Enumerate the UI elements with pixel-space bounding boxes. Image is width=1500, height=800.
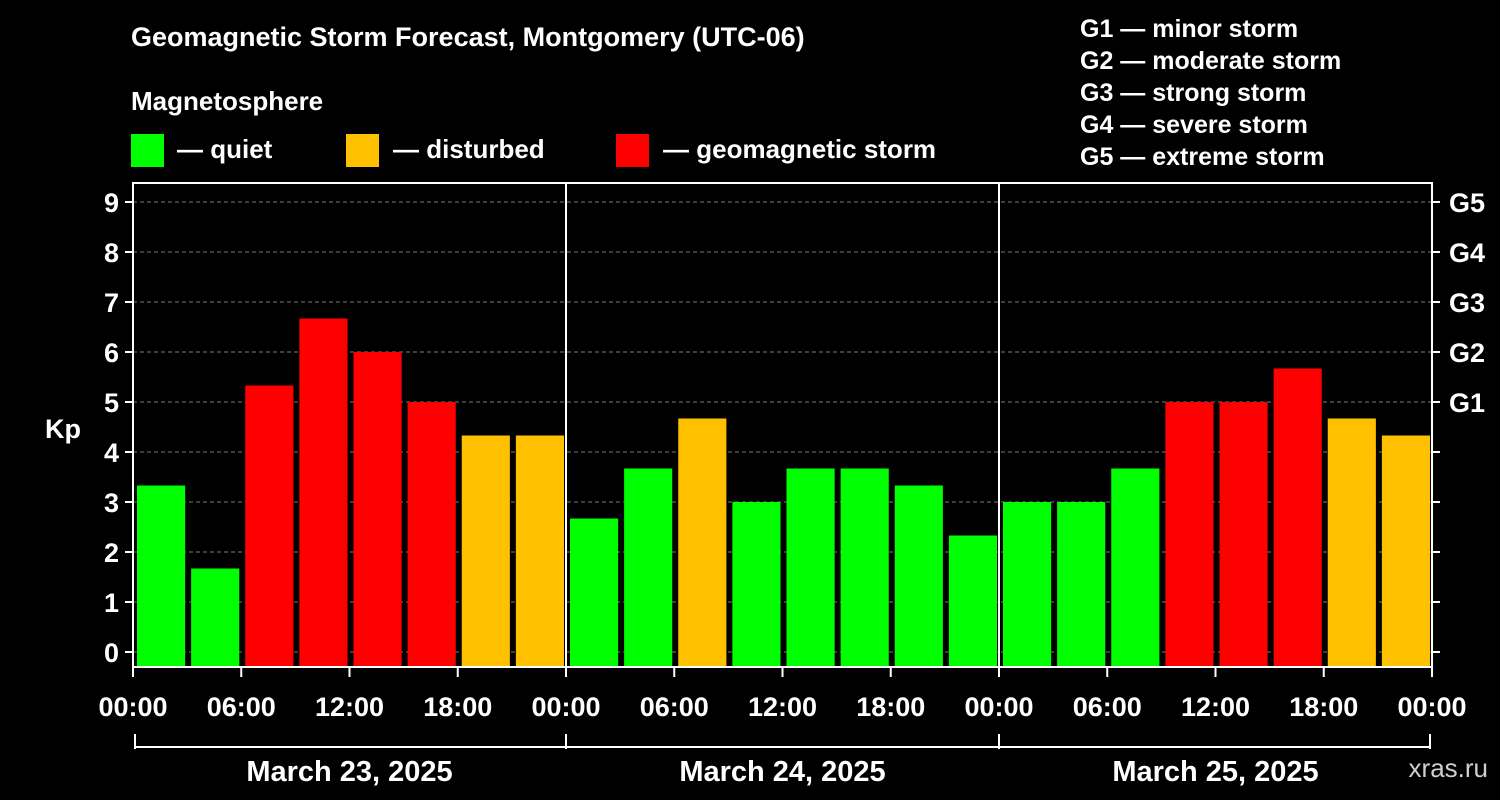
g-level-5: G5 — extreme storm [1080, 143, 1325, 171]
y-tick-label: 6 [104, 338, 119, 368]
g-level-2: G2 — moderate storm [1080, 47, 1342, 75]
x-tick-label: 00:00 [1397, 692, 1466, 722]
legend-label-storm: — geomagnetic storm [663, 134, 937, 164]
legend-swatch-disturbed [346, 134, 379, 167]
kp-bar [1381, 435, 1430, 667]
kp-bar [191, 568, 240, 667]
kp-bar [624, 468, 673, 667]
x-tick-label: 12:00 [315, 692, 384, 722]
kp-bar [1327, 418, 1376, 667]
x-tick-label: 12:00 [748, 692, 817, 722]
kp-bar [1219, 402, 1268, 667]
g-level-axis-label: G1 [1449, 388, 1485, 418]
kp-bar [894, 485, 943, 667]
y-tick-label: 5 [104, 388, 119, 418]
g-level-axis-label: G2 [1449, 338, 1485, 368]
y-tick-label: 9 [104, 188, 119, 218]
g-level-axis-label: G4 [1449, 238, 1485, 268]
kp-bar [678, 418, 727, 667]
g-level-3: G3 — strong storm [1080, 79, 1307, 107]
g-level-axis-label: G5 [1449, 188, 1485, 218]
kp-bar [1165, 402, 1214, 667]
legend-label-disturbed: — disturbed [393, 134, 545, 164]
x-tick-label: 00:00 [98, 692, 167, 722]
watermark: xras.ru [1408, 753, 1488, 783]
kp-bar [948, 535, 997, 667]
x-tick-label: 18:00 [1289, 692, 1358, 722]
y-tick-label: 7 [104, 288, 119, 318]
g-level-1: G1 — minor storm [1080, 15, 1299, 43]
kp-bar [732, 502, 781, 667]
kp-bar [407, 402, 456, 667]
y-tick-label: 1 [104, 588, 119, 618]
day-label: March 23, 2025 [246, 756, 452, 788]
kp-bar [1273, 368, 1322, 667]
kp-bar [515, 435, 564, 667]
kp-bar [245, 385, 294, 667]
x-tick-label: 18:00 [856, 692, 925, 722]
y-tick-label: 3 [104, 488, 119, 518]
y-tick-label: 2 [104, 538, 119, 568]
y-tick-label: 0 [104, 638, 119, 668]
x-tick-label: 06:00 [640, 692, 709, 722]
kp-bar [461, 435, 510, 667]
kp-bar [840, 468, 889, 667]
legend-label-quiet: — quiet [177, 134, 273, 164]
kp-bar [353, 352, 402, 667]
kp-bar [299, 318, 348, 667]
day-label: March 25, 2025 [1112, 756, 1318, 788]
x-tick-label: 18:00 [423, 692, 492, 722]
kp-bar [786, 468, 835, 667]
legend-swatch-storm [616, 134, 649, 167]
kp-bar [1057, 502, 1106, 667]
kp-bar [1111, 468, 1160, 667]
x-tick-label: 12:00 [1181, 692, 1250, 722]
x-tick-label: 06:00 [1073, 692, 1142, 722]
chart-title: Geomagnetic Storm Forecast, Montgomery (… [131, 22, 805, 52]
x-tick-label: 06:00 [207, 692, 276, 722]
x-tick-label: 00:00 [964, 692, 1033, 722]
legend-swatch-quiet [131, 134, 164, 167]
y-tick-label: 8 [104, 238, 119, 268]
x-tick-label: 00:00 [531, 692, 600, 722]
y-axis-label: Kp [45, 414, 81, 444]
kp-bar [570, 518, 619, 667]
legend-heading: Magnetosphere [131, 86, 324, 116]
kp-bar [1003, 502, 1052, 667]
day-label: March 24, 2025 [679, 756, 885, 788]
g-level-axis-label: G3 [1449, 288, 1485, 318]
kp-bar [137, 485, 186, 667]
g-level-4: G4 — severe storm [1080, 111, 1308, 139]
y-tick-label: 4 [104, 438, 119, 468]
